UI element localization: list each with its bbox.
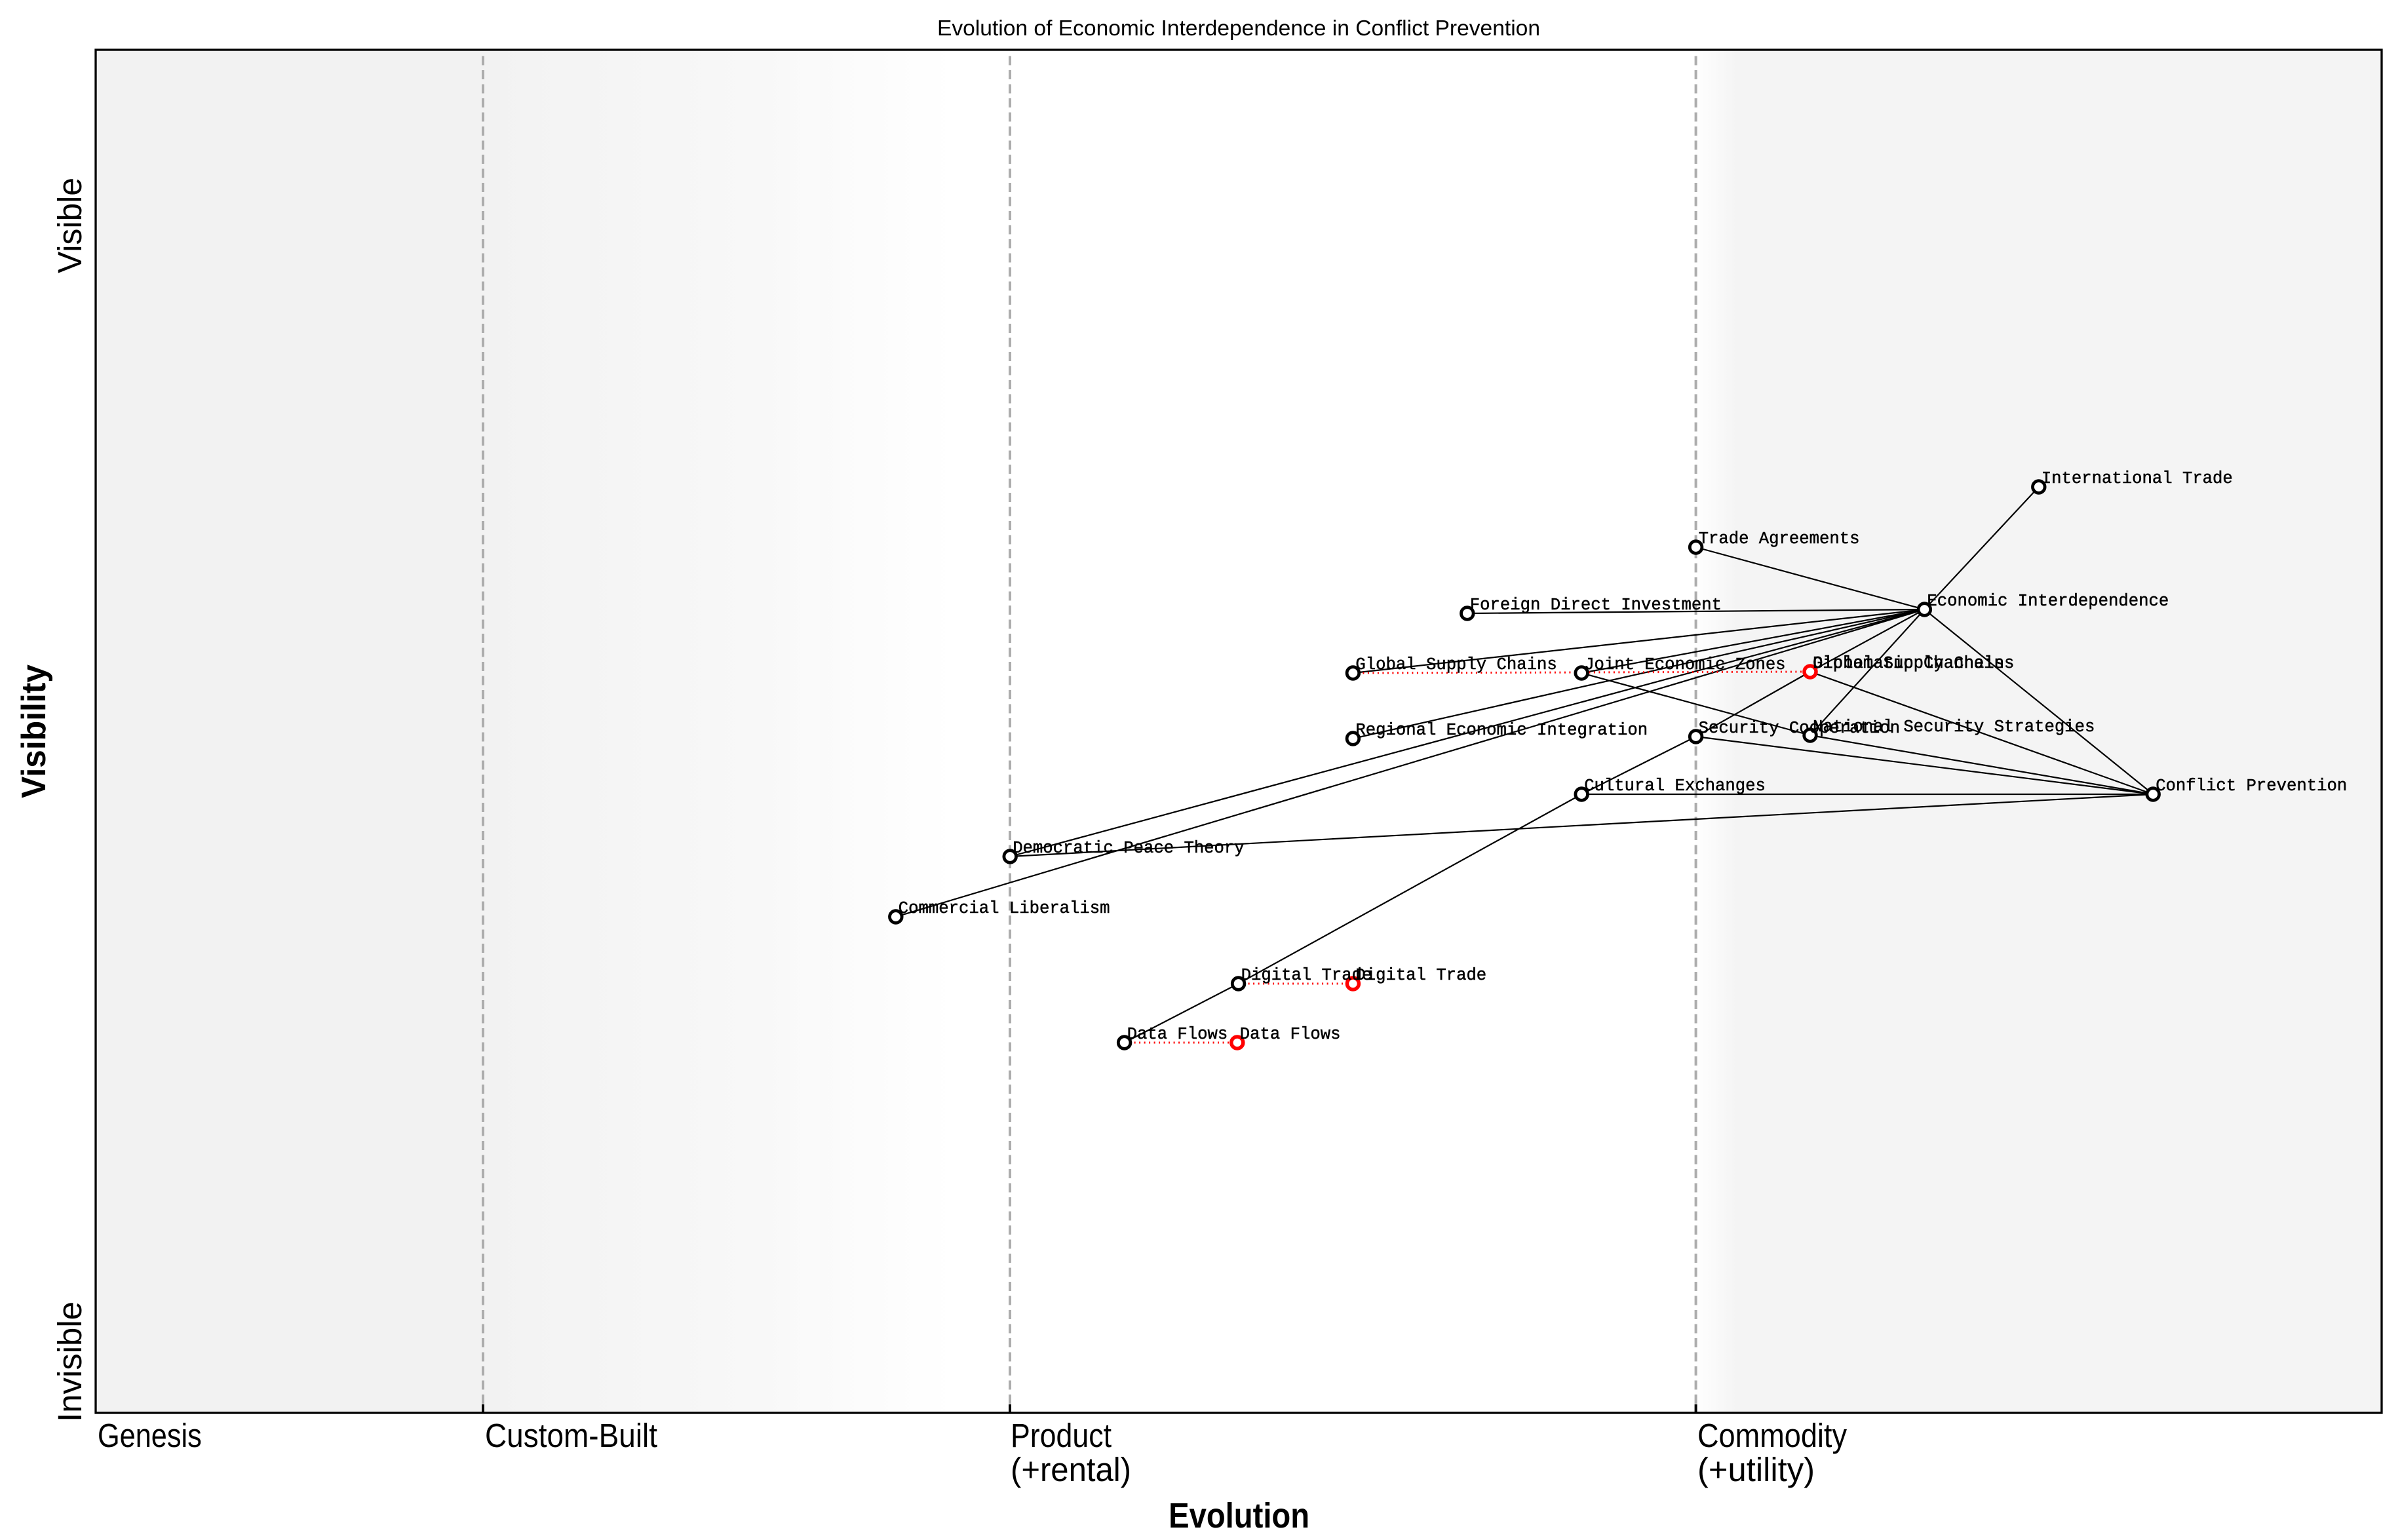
svg-text:Commodity: Commodity — [1697, 1417, 1847, 1454]
svg-text:Economic Interdependence: Economic Interdependence — [1927, 592, 2169, 611]
svg-text:Global Supply Chains: Global Supply Chains — [1813, 654, 2014, 673]
svg-text:Digital Trade: Digital Trade — [1241, 966, 1372, 985]
svg-text:Conflict Prevention: Conflict Prevention — [2156, 777, 2347, 796]
svg-text:Cultural Exchanges: Cultural Exchanges — [1584, 777, 1766, 796]
svg-text:Commercial Liberalism: Commercial Liberalism — [899, 899, 1110, 918]
svg-text:National Security Strategies: National Security Strategies — [1813, 718, 2095, 737]
svg-text:Visible: Visible — [51, 178, 88, 273]
svg-text:(+utility): (+utility) — [1697, 1451, 1815, 1488]
svg-text:Evolution of Economic Interdep: Evolution of Economic Interdependence in… — [937, 16, 1540, 41]
svg-text:Joint Economic Zones: Joint Economic Zones — [1584, 655, 1785, 674]
svg-text:Product: Product — [1011, 1417, 1112, 1454]
svg-text:Foreign Direct Investment: Foreign Direct Investment — [1470, 596, 1722, 615]
svg-text:International Trade: International Trade — [2042, 469, 2233, 488]
svg-text:Regional Economic Integration: Regional Economic Integration — [1355, 721, 1648, 740]
svg-text:Diplomatic Channels: Diplomatic Channels — [1813, 654, 2004, 673]
svg-text:Custom-Built: Custom-Built — [485, 1417, 657, 1454]
svg-text:Security Cooperation: Security Cooperation — [1699, 719, 1900, 738]
svg-text:(+rental): (+rental) — [1011, 1451, 1131, 1488]
svg-text:Democratic Peace Theory: Democratic Peace Theory — [1013, 839, 1244, 858]
svg-text:Trade Agreements: Trade Agreements — [1699, 529, 1860, 549]
svg-text:Evolution: Evolution — [1169, 1496, 1309, 1535]
svg-text:Genesis: Genesis — [98, 1417, 202, 1454]
svg-text:Visibility: Visibility — [15, 664, 53, 798]
svg-text:Data Flows: Data Flows — [1127, 1025, 1228, 1044]
svg-text:Digital Trade: Digital Trade — [1355, 966, 1486, 985]
svg-text:Invisible: Invisible — [51, 1301, 88, 1422]
svg-text:Data Flows: Data Flows — [1240, 1025, 1341, 1044]
svg-text:Global Supply Chains: Global Supply Chains — [1355, 655, 1557, 674]
